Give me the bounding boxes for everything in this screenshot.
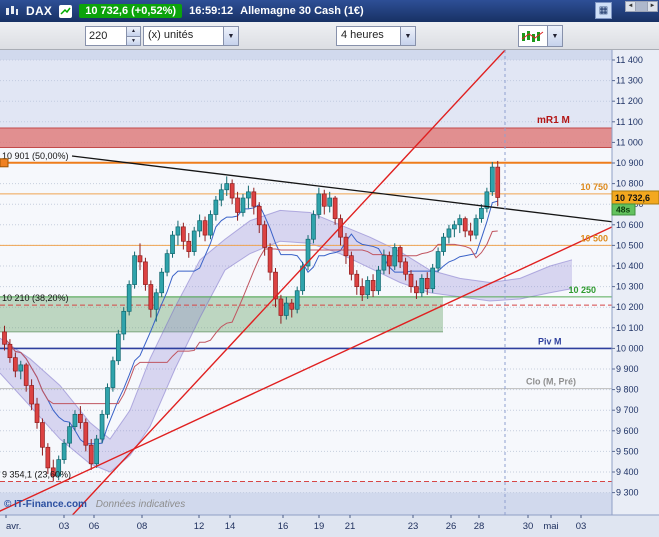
- kijun-line: [4, 230, 498, 405]
- svg-text:10 900: 10 900: [616, 158, 644, 168]
- svg-text:9 700: 9 700: [616, 405, 639, 415]
- svg-text:9 600: 9 600: [616, 426, 639, 436]
- instrument-name: Allemagne 30 Cash (1€): [240, 5, 364, 17]
- levels-layer: [0, 161, 612, 482]
- svg-text:11 000: 11 000: [616, 137, 643, 147]
- svg-text:23: 23: [408, 521, 419, 532]
- svg-text:48s: 48s: [616, 204, 630, 214]
- svg-text:10 210 (38,20%): 10 210 (38,20%): [2, 293, 69, 303]
- svg-text:14: 14: [225, 521, 236, 532]
- scroll-thumb[interactable]: [635, 2, 648, 11]
- periods-input[interactable]: [86, 27, 126, 45]
- units-selected-label: (x) unités: [148, 29, 194, 41]
- ascending-channel-lower: [0, 225, 615, 512]
- svg-text:mai: mai: [543, 521, 558, 532]
- spin-down-button[interactable]: ▼: [127, 35, 140, 45]
- below-support-zone: [0, 481, 612, 515]
- svg-text:10 200: 10 200: [616, 302, 644, 312]
- candlestick-style-icon: [519, 26, 547, 46]
- svg-text:9 400: 9 400: [616, 467, 639, 477]
- svg-text:12: 12: [194, 521, 205, 532]
- svg-text:21: 21: [345, 521, 356, 532]
- mr1-band: [0, 127, 612, 148]
- svg-text:03: 03: [59, 521, 70, 532]
- svg-text:26: 26: [446, 521, 457, 532]
- svg-text:mR1 M: mR1 M: [537, 115, 570, 126]
- svg-text:10 500: 10 500: [580, 233, 608, 243]
- scroll-right-icon[interactable]: ►: [648, 2, 657, 11]
- candles-layer: [2, 160, 501, 482]
- svg-text:11 200: 11 200: [616, 96, 643, 106]
- ascending-channel-upper: [51, 50, 507, 537]
- zones-layer: mR1 M: [0, 50, 612, 515]
- svg-text:10 800: 10 800: [616, 179, 644, 189]
- svg-text:11 100: 11 100: [616, 117, 643, 127]
- scroll-left-icon[interactable]: ◄: [626, 2, 635, 11]
- svg-text:28: 28: [474, 521, 485, 532]
- candle-countdown: [611, 203, 636, 216]
- svg-text:10 250: 10 250: [568, 285, 596, 295]
- title-bar: DAX 10 732,6 (+0,52%) 16:59:12 Allemagne…: [0, 0, 659, 22]
- trendlines-layer: [0, 50, 615, 537]
- horizontal-scrollbar[interactable]: ◄ ►: [625, 1, 658, 12]
- disclaimer-text: Données indicatives: [95, 499, 186, 510]
- svg-text:16: 16: [278, 521, 289, 532]
- svg-text:06: 06: [89, 521, 100, 532]
- svg-text:9 500: 9 500: [616, 446, 639, 456]
- watermark: © IT-Finance.com Données indicatives: [4, 499, 185, 510]
- quote-up-icon[interactable]: [59, 4, 73, 18]
- timeframe-selected-label: 4 heures: [341, 29, 384, 41]
- svg-text:10 600: 10 600: [616, 220, 644, 230]
- svg-text:10 400: 10 400: [616, 261, 644, 271]
- svg-text:9 354,1 (23,60%): 9 354,1 (23,60%): [2, 469, 71, 479]
- svg-text:19: 19: [314, 521, 325, 532]
- chevron-down-icon[interactable]: ▼: [223, 27, 238, 45]
- svg-text:10 732,6: 10 732,6: [615, 193, 650, 203]
- svg-text:30: 30: [523, 521, 534, 532]
- svg-text:10 500: 10 500: [616, 240, 644, 250]
- chevron-down-icon[interactable]: ▼: [400, 27, 415, 45]
- candlestick-chart-icon[interactable]: [5, 5, 19, 17]
- timeframe-select[interactable]: 4 heures ▼: [336, 26, 416, 46]
- window-layout-button[interactable]: ▦: [595, 2, 612, 19]
- price-change-badge: 10 732,6 (+0,52%): [79, 4, 183, 18]
- svg-text:03: 03: [576, 521, 587, 532]
- chevron-down-icon[interactable]: ▼: [547, 26, 562, 46]
- svg-text:11 400: 11 400: [616, 55, 643, 65]
- svg-text:08: 08: [137, 521, 148, 532]
- above-resistance-zone: [0, 50, 612, 128]
- svg-text:10 300: 10 300: [616, 282, 644, 292]
- svg-text:9 900: 9 900: [616, 364, 639, 374]
- line-handle: [0, 158, 9, 168]
- svg-text:11 300: 11 300: [616, 76, 643, 86]
- svg-text:9 800: 9 800: [616, 385, 639, 395]
- chart-toolbar: ▲ ▼ (x) unités ▼ 4 heures ▼ ▼: [0, 22, 659, 50]
- svg-text:10 000: 10 000: [616, 343, 644, 353]
- svg-text:10 750: 10 750: [580, 182, 608, 192]
- svg-text:Clo (M, Pré): Clo (M, Pré): [526, 377, 576, 387]
- spin-up-button[interactable]: ▲: [127, 27, 140, 36]
- symbol-label[interactable]: DAX: [26, 4, 53, 18]
- chart-style-button[interactable]: ▼: [518, 25, 563, 47]
- chart-area: mR1 M 10 901 (50,00%) 10 750 10 500 10 250 10…: [0, 50, 659, 537]
- svg-text:10 100: 10 100: [616, 323, 644, 333]
- clock: 16:59:12: [189, 5, 234, 17]
- svg-text:9 300: 9 300: [616, 488, 639, 498]
- level-labels: 10 901 (50,00%) 10 750 10 500 10 250 10 210 …: [0, 151, 608, 479]
- svg-text:Piv M: Piv M: [538, 336, 562, 346]
- price-axis[interactable]: 9 300 9 400 9 500 9 600 9 700 9 800 9 900 10 00…: [611, 50, 659, 515]
- svg-text:10 901 (50,00%): 10 901 (50,00%): [2, 151, 69, 161]
- units-select[interactable]: (x) unités ▼: [143, 26, 239, 46]
- time-axis[interactable]: avr. 03 06 08 12 14 16 19 21 23 26 28 30 mai 03: [0, 514, 659, 537]
- copyright-text: © IT-Finance.com: [4, 499, 87, 510]
- svg-text:avr.: avr.: [6, 521, 21, 532]
- periods-input-group: ▲ ▼: [85, 26, 141, 46]
- descending-resistance: [71, 155, 615, 223]
